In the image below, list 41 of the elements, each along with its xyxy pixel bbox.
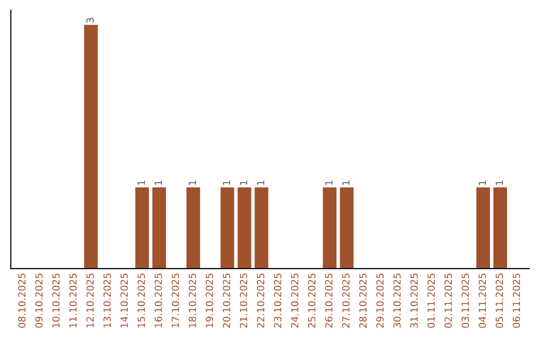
data-label: 3 <box>86 18 94 23</box>
x-tick-label: 29.10.2025 <box>376 274 384 328</box>
data-label: 1 <box>188 180 196 185</box>
x-tick-label: 23.10.2025 <box>274 274 282 328</box>
data-label: 1 <box>257 180 264 185</box>
x-tick-label: 24.10.2025 <box>291 274 298 328</box>
x-tick-label: 28.10.2025 <box>359 274 367 328</box>
x-tick-label: 31.10.2025 <box>410 274 418 328</box>
x-tick-label: 14.10.2025 <box>120 274 128 328</box>
x-tick-label: 06.11.2025 <box>512 274 520 328</box>
x-tick-label: 18.10.2025 <box>188 274 196 328</box>
x-tick-label: 19.10.2025 <box>206 274 214 328</box>
data-label: 1 <box>154 180 162 185</box>
x-tick-label: 09.10.2025 <box>35 274 43 328</box>
x-tick-label: 20.10.2025 <box>222 274 230 328</box>
x-tick-label: 21.10.2025 <box>240 274 248 328</box>
x-tick-label: 11.10.2025 <box>69 274 77 328</box>
x-tick-label: 17.10.2025 <box>172 274 180 328</box>
data-label: 1 <box>240 180 248 185</box>
x-tick-label: 05.11.2025 <box>496 274 504 328</box>
x-tick-label: 13.10.2025 <box>103 274 111 328</box>
data-label: 1 <box>325 180 332 185</box>
x-tick-label: 26.10.2025 <box>325 274 333 328</box>
x-tick-label: 22.10.2025 <box>256 274 264 328</box>
x-tick-label: 01.11.2025 <box>427 274 435 328</box>
x-tick-label: 12.10.2025 <box>86 274 94 328</box>
x-tick-label: 04.11.2025 <box>478 274 486 328</box>
data-label: 1 <box>496 180 503 185</box>
data-label: 1 <box>478 180 486 185</box>
x-tick-label: 08.10.2025 <box>18 274 26 328</box>
x-tick-label: 25.10.2025 <box>308 274 316 328</box>
x-tick-label: 16.10.2025 <box>154 274 162 328</box>
data-label: 1 <box>342 180 350 185</box>
data-label: 1 <box>222 180 230 185</box>
x-tick-label: 30.10.2025 <box>393 274 401 328</box>
x-tick-label: 10.10.2025 <box>52 274 60 328</box>
data-label: 1 <box>138 180 145 185</box>
x-tick-label: 03.11.2025 <box>462 274 469 328</box>
x-tick-label: 27.10.2025 <box>342 274 350 328</box>
x-tick-label: 02.11.2025 <box>444 274 452 328</box>
x-tick-label: 15.10.2025 <box>138 274 145 328</box>
